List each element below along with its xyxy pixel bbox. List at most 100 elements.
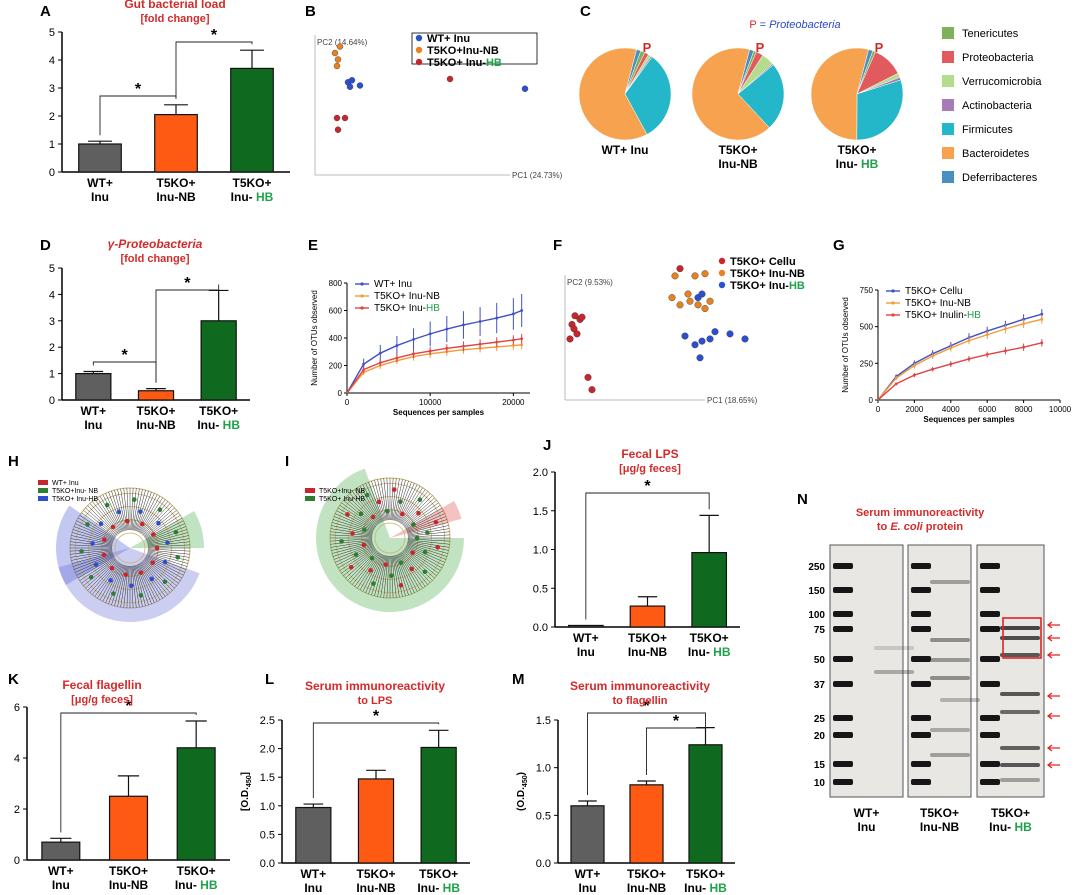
y-tick-label: 2.5: [260, 715, 275, 727]
scatter-point-2: [334, 126, 342, 133]
cladogram-branch: [339, 547, 376, 571]
scatter-point-0: [356, 82, 364, 89]
cladogram-branch: [105, 493, 123, 532]
cladogram-node: [422, 549, 428, 555]
category-text: Inu-: [417, 881, 442, 895]
cladogram-branch: [70, 550, 113, 558]
cladogram-branch: [81, 558, 116, 584]
cladogram-node: [358, 511, 364, 517]
legend-label-0: WT+ Inu: [427, 33, 470, 45]
cladogram-branch: [330, 539, 373, 545]
series-point-2: [462, 344, 465, 348]
pie-legend-label-0: Tenericutes: [962, 28, 1019, 40]
scatter-point-0: [566, 335, 574, 343]
y-tick-label: 5: [49, 27, 55, 39]
cladogram-branch: [339, 505, 376, 529]
y-tick-label: 1.5: [533, 506, 548, 518]
cladogram-branch: [123, 565, 129, 608]
cladogram-node: [383, 562, 389, 567]
pie-slice-5: [810, 47, 869, 141]
scatter-point-0: [584, 373, 592, 381]
cladogram-node: [417, 497, 423, 503]
y-tick-label: 0: [49, 395, 55, 407]
cladogram-branch: [337, 546, 375, 569]
cladogram-branch: [79, 515, 116, 539]
series-point-1: [1022, 322, 1025, 326]
cladogram-branch: [407, 540, 450, 548]
bar-chart-j: 0.00.51.01.52.0*WT+InuT5KO+Inu-NBT5KO+In…: [533, 447, 740, 659]
ladder-band: [980, 715, 1000, 721]
cladogram-branch: [72, 553, 113, 567]
cladogram-branch: [330, 538, 373, 542]
hb-label: HB: [256, 190, 274, 204]
cladogram-node: [79, 549, 84, 554]
mw-marker-label: 37: [814, 680, 826, 691]
ladder-band: [980, 681, 1000, 687]
cladogram-node: [131, 497, 137, 502]
cladogram-branch: [347, 550, 378, 581]
cladogram-node: [361, 542, 367, 548]
cladogram-node: [85, 522, 90, 527]
sample-band: [930, 728, 970, 732]
cladogram-branch: [105, 564, 123, 603]
category-text: Inu-: [231, 190, 256, 204]
cladogram-branch: [92, 561, 119, 595]
cladogram-branch: [139, 497, 163, 534]
scatter-point-2: [726, 330, 734, 338]
cladogram-branch: [135, 565, 149, 606]
western-blot: Serum immunoreactivity to E. coli protein…: [808, 507, 1060, 834]
cladogram-i-legend-label-0: T5KO+Inu- NB: [319, 488, 365, 495]
cladogram-branch: [132, 565, 140, 608]
band-arrow: [1046, 712, 1060, 720]
category-label-0-line2: Inu: [52, 878, 70, 892]
scatter-point-2: [333, 114, 341, 122]
cladogram-branch: [143, 559, 177, 586]
cladogram-branch: [333, 544, 374, 560]
series-point-1: [967, 339, 971, 342]
scatter-point-1: [691, 272, 699, 280]
y-tick-label: 1.0: [536, 763, 551, 775]
series-point-0: [495, 316, 499, 320]
cladogram-branch: [403, 549, 437, 576]
cladogram-branch: [336, 510, 375, 531]
mw-marker-label: 20: [814, 731, 826, 742]
y-tick-label: 500: [860, 323, 874, 332]
bar-k-0: [41, 841, 81, 861]
legend-dot-0: [891, 289, 895, 293]
significance-star: *: [122, 347, 129, 364]
y-tick-label: 2: [49, 342, 55, 354]
series-point-2: [412, 352, 415, 356]
band-arrow: [1046, 692, 1060, 700]
panel-letter-j: J: [543, 437, 551, 454]
cladogram-branch: [71, 551, 113, 561]
bar-m-2: [688, 744, 723, 864]
series-point-0: [428, 332, 432, 336]
cladogram-node: [399, 511, 405, 517]
cladogram-branch: [137, 563, 158, 602]
cladogram-branch: [405, 510, 444, 531]
cladogram-branch: [83, 559, 117, 586]
y-tick-label: 200: [329, 362, 343, 371]
category-label-0: WT+: [87, 176, 113, 190]
cladogram-node: [123, 572, 129, 577]
cladogram-branch: [392, 555, 400, 598]
bar-j-1: [629, 605, 666, 628]
category-label-0: WT+: [48, 864, 74, 878]
category-label-1: T5KO+: [109, 864, 148, 878]
pie-label: WT+ Inu: [602, 143, 649, 157]
x-tick-label: 4000: [942, 405, 960, 414]
sample-band: [1000, 746, 1040, 750]
hb-label: HB: [223, 418, 241, 432]
series-point-1: [985, 333, 989, 337]
significance-star: *: [125, 698, 132, 715]
ladder-band: [911, 779, 931, 785]
category-label-2: T5KO+: [686, 867, 725, 881]
cladogram-branch: [111, 565, 125, 606]
cladogram-i-legend-swatch-1: [305, 496, 315, 501]
series-point-2: [495, 340, 499, 344]
bar-k-1: [108, 795, 149, 861]
series-line-2: [346, 337, 522, 394]
series-point-2: [949, 362, 953, 366]
category-text: Inu-NB: [627, 881, 667, 895]
